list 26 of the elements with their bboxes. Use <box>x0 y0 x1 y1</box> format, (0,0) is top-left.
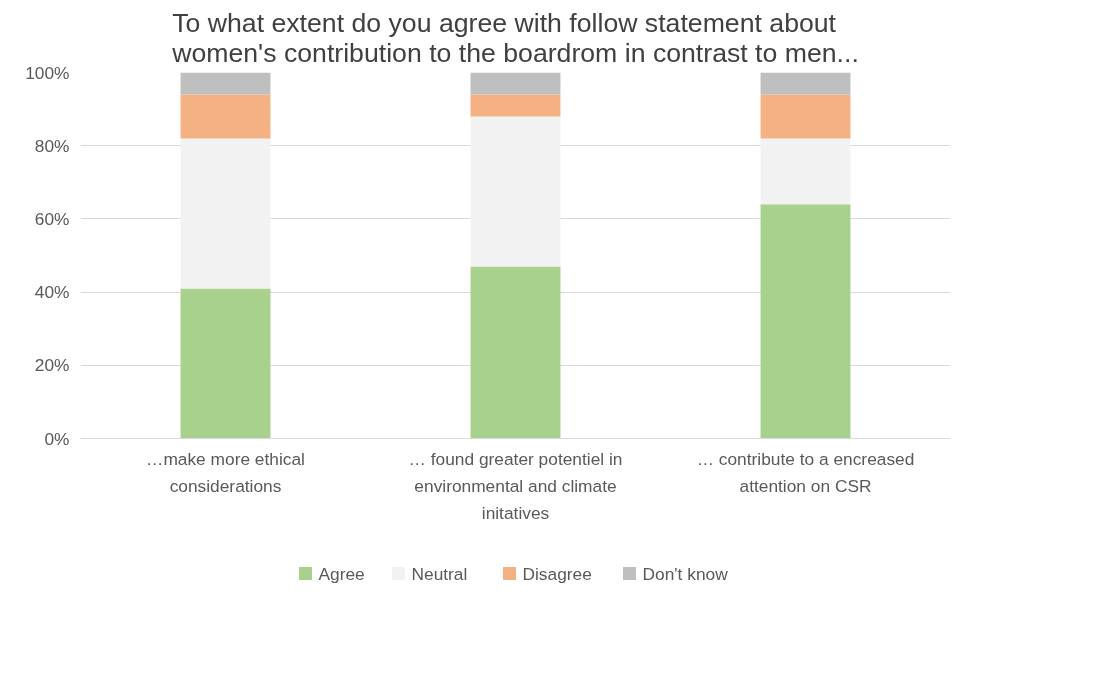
y-tick-label: 20% <box>34 355 70 376</box>
bar <box>760 94 851 139</box>
bar <box>760 72 851 95</box>
bar <box>760 138 851 205</box>
chart-title: To what extent do you agree with follow statement about women's contribution to the boardrom in contrast to men... <box>171 7 859 68</box>
legend-label: Neutral <box>411 563 468 584</box>
legend-label: Disagree <box>522 563 592 584</box>
y-tick-label: 100% <box>25 62 70 83</box>
y-tick-label: 80% <box>34 135 70 156</box>
y-tick-label: 40% <box>34 282 70 303</box>
y-tick-label: 60% <box>34 208 70 229</box>
bar <box>470 94 561 117</box>
bar <box>470 266 561 439</box>
bar <box>180 288 271 439</box>
x-tick-label: …make more ethical considerations <box>146 448 305 496</box>
x-tick-label: … contribute to a encreased attention on CSR <box>696 448 915 496</box>
x-tick-label: … found greater potentiel in environmental and climate initatives <box>408 448 623 523</box>
bar <box>180 72 271 95</box>
bar <box>470 72 561 95</box>
bar <box>760 204 851 439</box>
legend-label: Don't know <box>642 563 729 584</box>
bar <box>180 94 271 139</box>
bar <box>180 138 271 289</box>
y-tick-label: 0% <box>44 428 70 449</box>
legend-label: Agree <box>318 563 365 584</box>
bar <box>470 116 561 267</box>
